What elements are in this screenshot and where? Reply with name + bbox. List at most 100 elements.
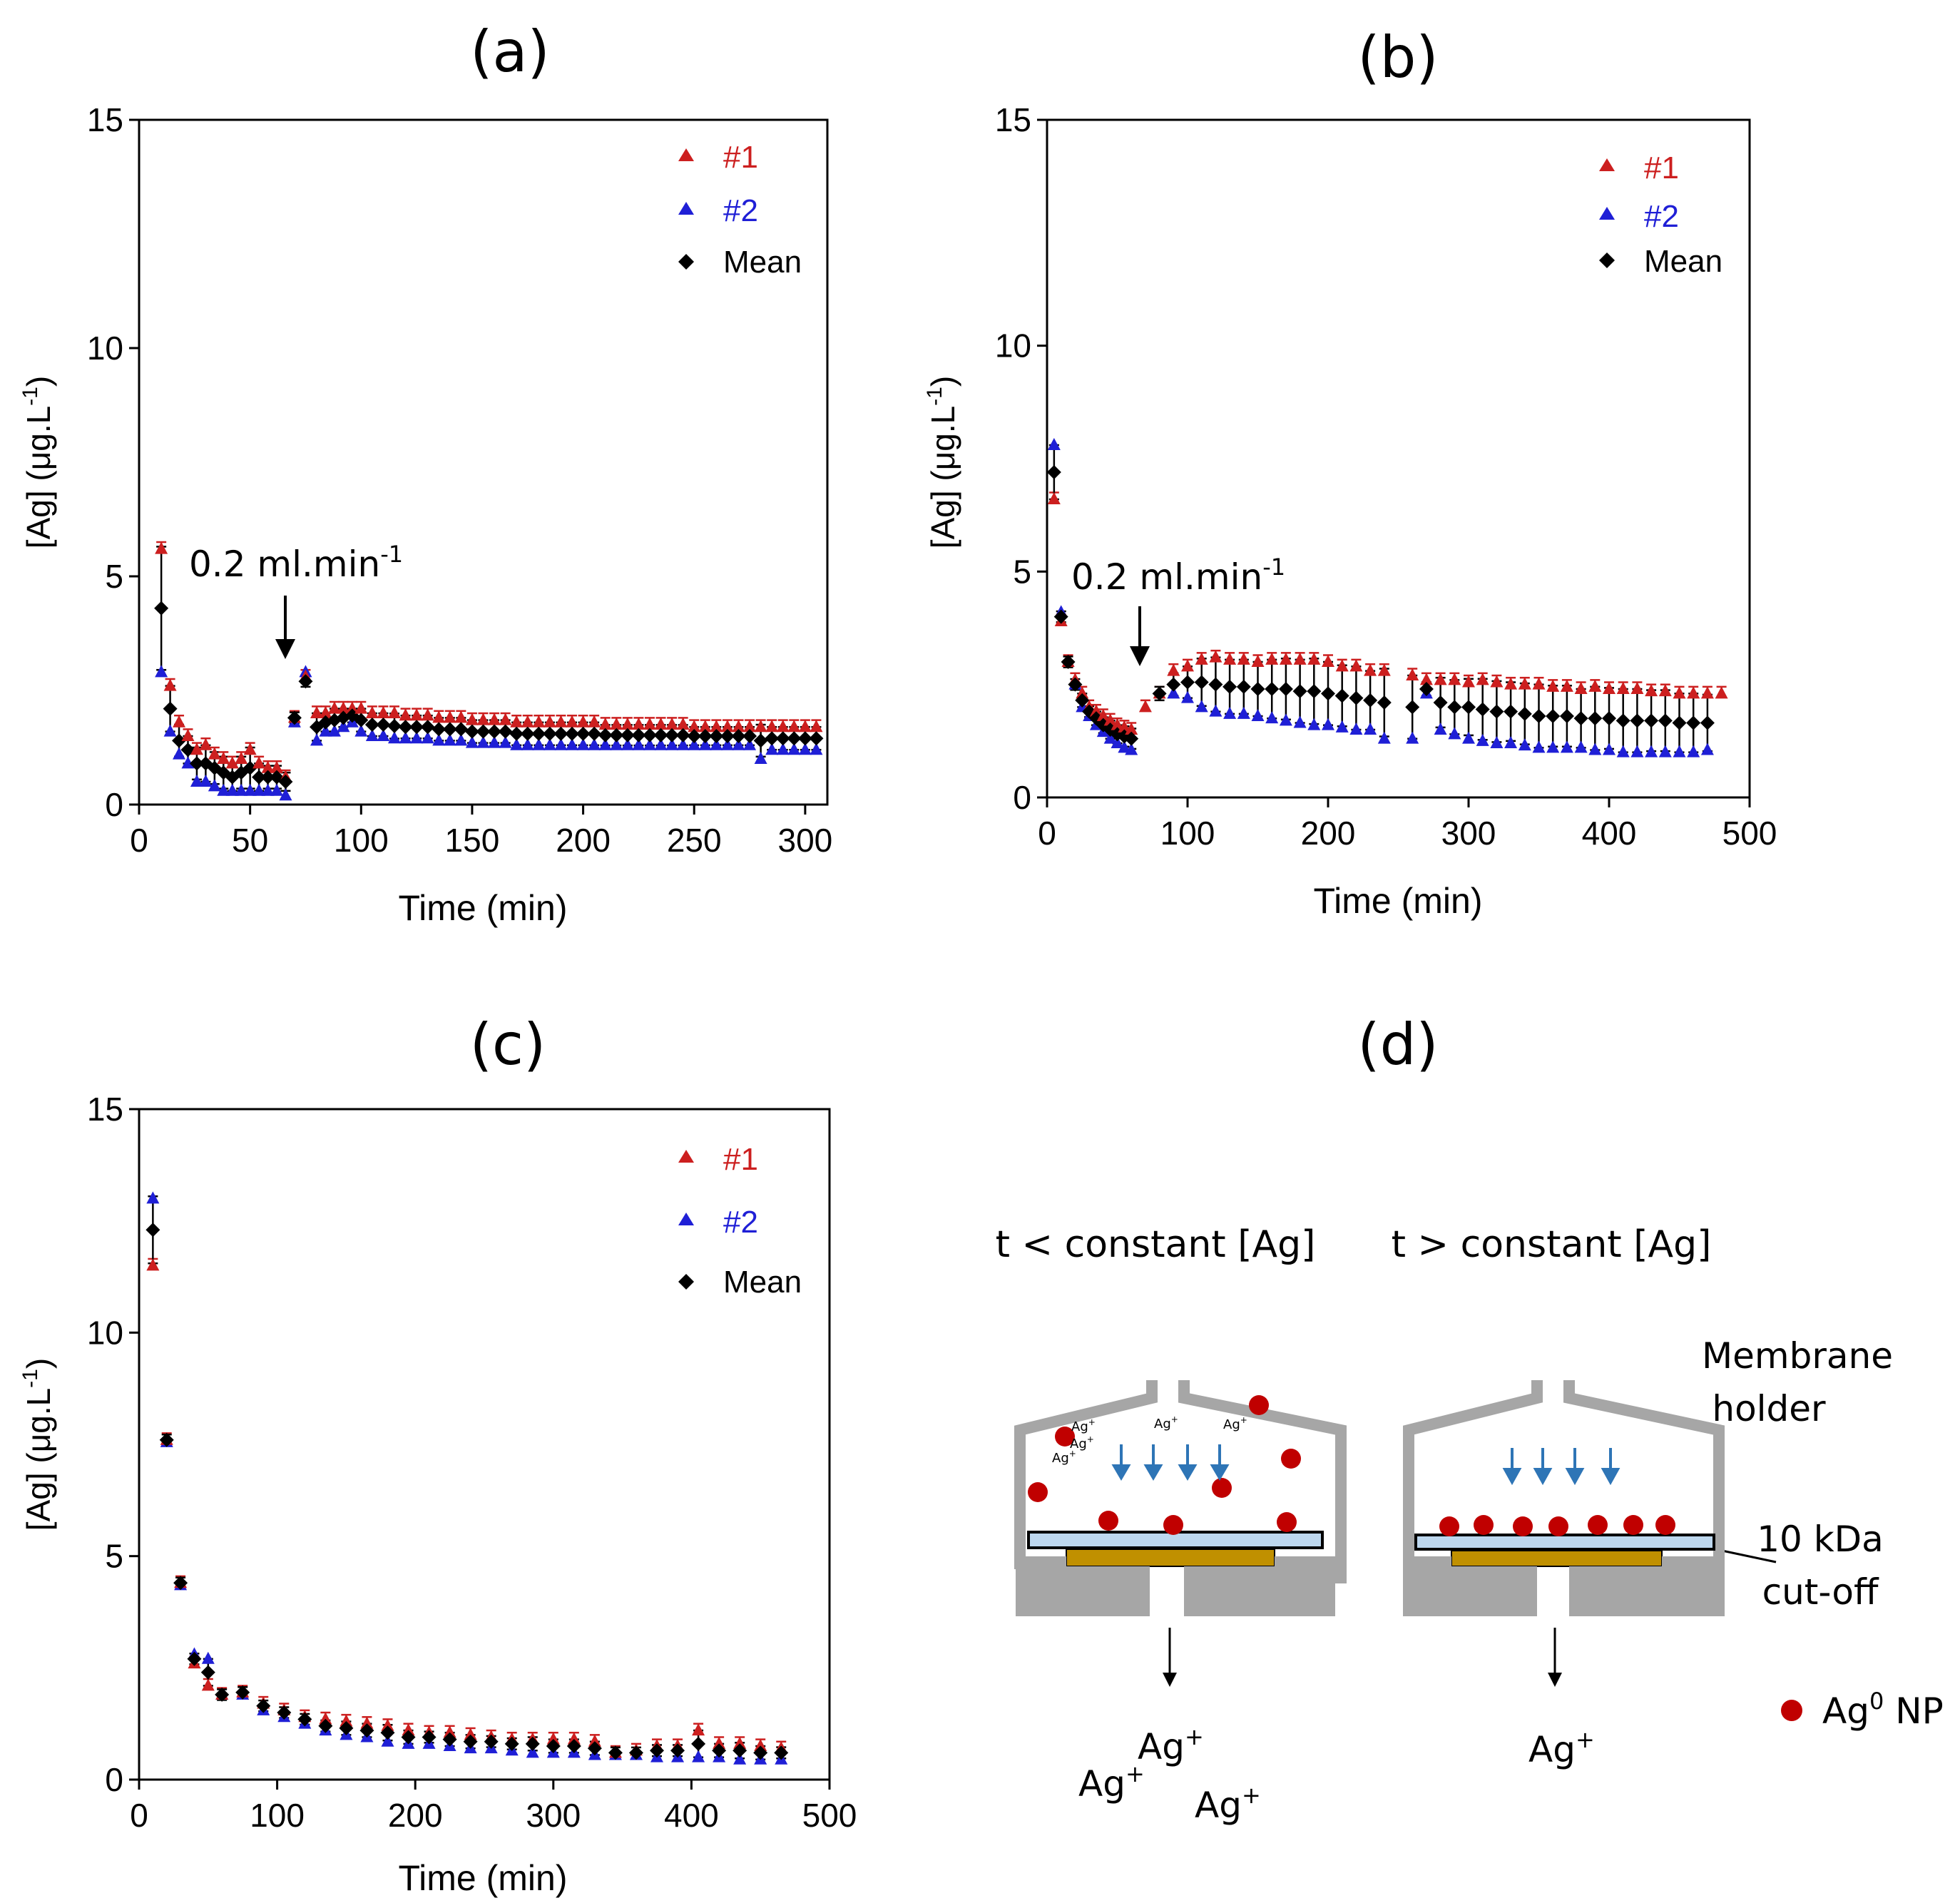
panel-b-point-series-1 <box>1076 686 1089 699</box>
panel-a-point-series-2 <box>621 738 634 750</box>
panel-b-point-series-1 <box>1603 682 1616 694</box>
panel-c-point-mean <box>608 1745 623 1760</box>
panel-b-annotation-arrowhead <box>1130 646 1150 666</box>
panel-b-point-series-1 <box>1645 684 1658 697</box>
panel-a-point-series-1 <box>319 706 332 718</box>
panel-b-point-series-1 <box>1630 682 1644 694</box>
panel-d-label: (d) <box>1357 1011 1438 1078</box>
panel-a-y-tick-label: 10 <box>87 330 123 367</box>
panel-b-point-series-2 <box>1673 745 1686 757</box>
panel-b-point-series-1 <box>1195 652 1208 665</box>
panel-b-point-series-1 <box>1181 659 1194 672</box>
panel-b-point-series-2 <box>1574 740 1588 753</box>
panel-a-point-series-1 <box>270 760 283 773</box>
panel-b-point-mean <box>1321 686 1335 701</box>
panel-c-label: (c) <box>470 1011 546 1078</box>
panel-b-point-mean <box>1616 713 1630 728</box>
panel-b-point-mean <box>1658 713 1673 728</box>
panel-a-point-mean <box>420 720 435 735</box>
panel-b-x-axis-label: Time (min) <box>1313 881 1482 921</box>
panel-c-point-series-1 <box>381 1718 394 1731</box>
panel-b-point-mean <box>1349 690 1364 705</box>
panel-a-x-tick-label: 250 <box>667 822 722 859</box>
panel-a-point-mean <box>354 713 369 728</box>
panel-c-y-axis-label: [Ag] (μg.L-1) <box>19 1358 57 1531</box>
holder-left-lid <box>1014 1380 1158 1569</box>
panel-b-point-mean <box>1405 700 1420 715</box>
np-particle <box>1028 1482 1048 1502</box>
panel-a-point-series-1 <box>787 720 801 733</box>
panel-a-point-series-2 <box>279 788 292 801</box>
panel-b-legend-marker-1 <box>1599 158 1615 171</box>
panel-a-point-mean <box>260 770 275 785</box>
panel-a-annotation: 0.2 ml.min-1 <box>189 541 403 659</box>
panel-b-point-mean <box>1292 684 1307 699</box>
panel-c-point-mean <box>187 1651 202 1666</box>
panel-b-point-series-2 <box>1377 731 1391 744</box>
panel-a-point-series-1 <box>688 720 701 733</box>
panel-b-x-tick-label: 200 <box>1301 815 1356 852</box>
panel-a-point-series-2 <box>532 738 546 750</box>
panel-c-legend-label-2: #2 <box>723 1205 758 1240</box>
panel-b-point-series-2 <box>1251 709 1265 721</box>
panel-c-point-series-2 <box>381 1734 394 1747</box>
panel-b-point-series-2 <box>1658 745 1672 757</box>
panel-b-y-tick-label: 10 <box>995 327 1031 364</box>
panel-a-point-series-2 <box>554 738 568 750</box>
panel-c-point-mean <box>442 1732 457 1747</box>
panel-a-x-tick-label: 150 <box>445 822 500 859</box>
holder-right-nanoparticles <box>1439 1515 1675 1536</box>
panel-a-legend: #1 #2 Mean <box>678 140 802 280</box>
panel-c-point-series-1 <box>340 1714 353 1727</box>
panel-c-legend: #1 #2 Mean <box>678 1142 802 1300</box>
panel-b-point-series-1 <box>1588 679 1602 692</box>
panel-c-point-mean <box>628 1745 643 1760</box>
panel-a-point-series-1 <box>710 720 723 733</box>
panel-a-point-series-1 <box>632 718 645 730</box>
panel-a-point-series-2 <box>208 779 221 792</box>
np-particle <box>1281 1449 1301 1469</box>
np-particle <box>1163 1515 1183 1535</box>
panel-a-point-mean <box>172 733 187 748</box>
holder-left-nanoparticles <box>1028 1395 1301 1535</box>
panel-a-point-mean <box>787 731 802 746</box>
panel-a-label: (a) <box>470 19 549 85</box>
panel-b-point-series-2 <box>1518 738 1531 751</box>
panel-b-point-series-1 <box>1504 677 1518 690</box>
panel-a-annotation-text: 0.2 ml.min-1 <box>189 541 403 585</box>
holder-right-outflow-ion: Ag+ <box>1528 1726 1595 1770</box>
panel-b-point-mean <box>1447 700 1462 715</box>
panel-a-point-mean <box>464 724 479 739</box>
panel-a-point-series-2 <box>798 743 812 755</box>
panel-b-point-mean <box>1053 609 1068 624</box>
panel-c-legend-marker-1 <box>678 1150 694 1163</box>
panel-a-point-series-2 <box>810 743 823 755</box>
panel-c-point-series-2 <box>146 1191 160 1204</box>
panel-b-point-series-2 <box>1118 740 1131 753</box>
holder-right-membrane <box>1414 1534 1715 1551</box>
panel-b-point-series-1 <box>1279 652 1292 665</box>
panel-b-point-mean <box>1061 655 1076 669</box>
panel-b-point-mean <box>1686 715 1701 730</box>
panel-b-point-series-1 <box>1419 673 1433 685</box>
panel-c-frame <box>138 1108 831 1781</box>
panel-b-point-series-2 <box>1125 743 1138 755</box>
panel-a-point-mean <box>565 726 580 741</box>
panel-b-point-series-1 <box>1518 677 1531 690</box>
holder-left-ions: Ag+ Ag+ Ag+ Ag+ Ag+ <box>1052 1414 1247 1466</box>
panel-a-point-mean <box>598 728 613 743</box>
panel-a-point-series-2 <box>698 738 712 750</box>
panel-a-point-series-2 <box>676 738 690 750</box>
panel-a-legend-label-1: #1 <box>723 140 758 175</box>
panel-d-legend: Ag0 NP <box>1781 1688 1944 1732</box>
panel-a-point-mean <box>252 770 267 785</box>
panel-a-point-series-1 <box>676 718 690 730</box>
panel-b-point-series-1 <box>1476 673 1489 685</box>
panel-b-y-tick-label: 0 <box>1013 779 1031 816</box>
panel-d-legend-np-label: Ag0 NP <box>1822 1688 1944 1732</box>
np-particle <box>1623 1515 1643 1535</box>
panel-b-point-series-2 <box>1476 733 1489 746</box>
panel-a-point-series-1 <box>743 720 757 733</box>
panel-c-point-series-2 <box>201 1651 215 1664</box>
